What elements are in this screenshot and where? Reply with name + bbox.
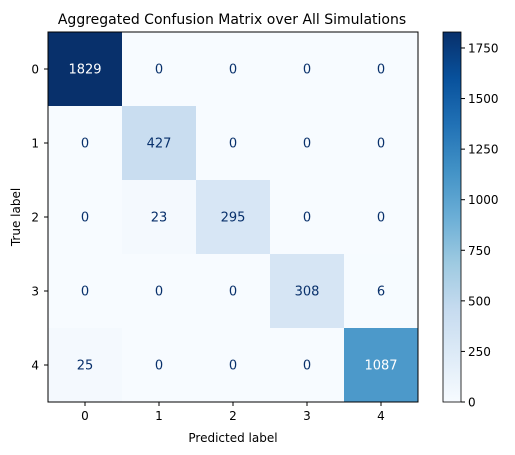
cell-value-label: 0 — [155, 359, 163, 374]
cell-value-label: 0 — [229, 137, 237, 152]
y-tick-label: 2 — [31, 211, 39, 225]
matrix-cell — [270, 254, 345, 329]
colorbar-tick-label: 0 — [468, 396, 476, 410]
cell-value-label: 0 — [377, 137, 385, 152]
cell-value-label: 0 — [81, 211, 89, 226]
matrix-cell — [122, 254, 197, 329]
cell-value-label: 427 — [147, 137, 172, 152]
colorbar-tick-label: 1250 — [468, 143, 499, 157]
matrix-cell — [122, 106, 197, 181]
y-tick-label: 0 — [31, 63, 39, 77]
colorbar-tick-label: 1000 — [468, 193, 499, 207]
matrix-cell — [270, 106, 345, 181]
matrix-cell — [344, 254, 419, 329]
matrix-cell — [48, 180, 123, 255]
matrix-cell — [344, 328, 419, 403]
matrix-cell — [270, 180, 345, 255]
colorbar-ticks: 0 250 500 750 1000 1250 1500 1750 — [461, 41, 499, 410]
cell-value-label: 0 — [303, 63, 311, 78]
colorbar-tick-label: 500 — [468, 294, 491, 308]
matrix-cell — [196, 180, 271, 255]
cell-value-labels: 1829 0 0 0 0 0 427 0 0 0 0 23 295 0 0 0 0 0 308 6 25 0 0 0 1087 — [68, 63, 397, 374]
cell-value-label: 308 — [295, 285, 320, 300]
cell-value-label: 0 — [377, 211, 385, 226]
cell-value-label: 0 — [155, 285, 163, 300]
matrix-cell — [344, 32, 419, 107]
matrix-cell — [48, 32, 123, 107]
colorbar-tick-label: 1750 — [468, 41, 499, 55]
y-tick-label: 4 — [31, 359, 39, 373]
matrix-cell — [344, 106, 419, 181]
matrix-cell — [270, 328, 345, 403]
x-axis-ticks: 0 1 2 3 4 — [81, 402, 385, 423]
cell-value-label: 6 — [377, 285, 385, 300]
x-tick-label: 0 — [81, 409, 89, 423]
colorbar-tick-label: 250 — [468, 345, 491, 359]
cell-value-label: 23 — [151, 211, 168, 226]
matrix-cell — [48, 328, 123, 403]
matrix-cell — [196, 106, 271, 181]
chart-title: Aggregated Confusion Matrix over All Sim… — [58, 12, 406, 28]
cell-value-label: 0 — [81, 137, 89, 152]
colorbar-tick-label: 1500 — [468, 92, 499, 106]
cell-value-label: 0 — [303, 137, 311, 152]
matrix-cell — [196, 254, 271, 329]
cell-value-label: 1829 — [68, 63, 101, 78]
y-axis-label: True label — [9, 188, 23, 247]
cell-value-label: 0 — [303, 211, 311, 226]
x-tick-label: 3 — [303, 409, 311, 423]
matrix-cell — [48, 254, 123, 329]
matrix-cell — [48, 106, 123, 181]
cell-value-label: 0 — [229, 285, 237, 300]
matrix-cell — [196, 32, 271, 107]
colorbar — [442, 31, 462, 403]
y-tick-label: 3 — [31, 285, 39, 299]
x-tick-label: 1 — [155, 409, 163, 423]
matrix-cell — [196, 328, 271, 403]
cell-value-label: 1087 — [364, 359, 397, 374]
y-tick-label: 1 — [31, 137, 39, 151]
matrix-cell — [122, 180, 197, 255]
y-axis-ticks: 0 1 2 3 4 — [31, 63, 48, 373]
matrix-cell — [270, 32, 345, 107]
matrix-cells — [48, 32, 419, 403]
cell-value-label: 25 — [77, 359, 94, 374]
colorbar-tick-label: 750 — [468, 244, 491, 258]
cell-value-label: 0 — [229, 359, 237, 374]
cell-value-label: 0 — [377, 63, 385, 78]
matrix-cell — [122, 32, 197, 107]
matrix-cell — [122, 328, 197, 403]
x-axis-label: Predicted label — [188, 431, 277, 445]
cell-value-label: 295 — [221, 211, 246, 226]
matrix-cell — [344, 180, 419, 255]
x-tick-label: 2 — [229, 409, 237, 423]
cell-value-label: 0 — [155, 63, 163, 78]
cell-value-label: 0 — [81, 285, 89, 300]
cell-value-label: 0 — [303, 359, 311, 374]
x-tick-label: 4 — [377, 409, 385, 423]
cell-value-label: 0 — [229, 63, 237, 78]
